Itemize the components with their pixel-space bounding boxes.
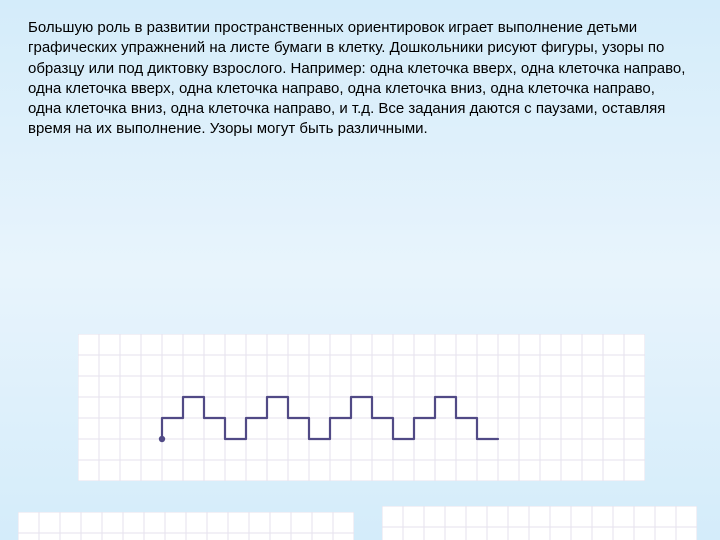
grid-panel-bottom-right — [382, 506, 697, 540]
body-paragraph: Большую роль в развитии пространственных… — [0, 0, 720, 148]
paragraph-text: Большую роль в развитии пространственных… — [28, 19, 685, 137]
grid-panel-bottom-left — [18, 512, 354, 540]
grid-panel-top — [78, 334, 645, 481]
